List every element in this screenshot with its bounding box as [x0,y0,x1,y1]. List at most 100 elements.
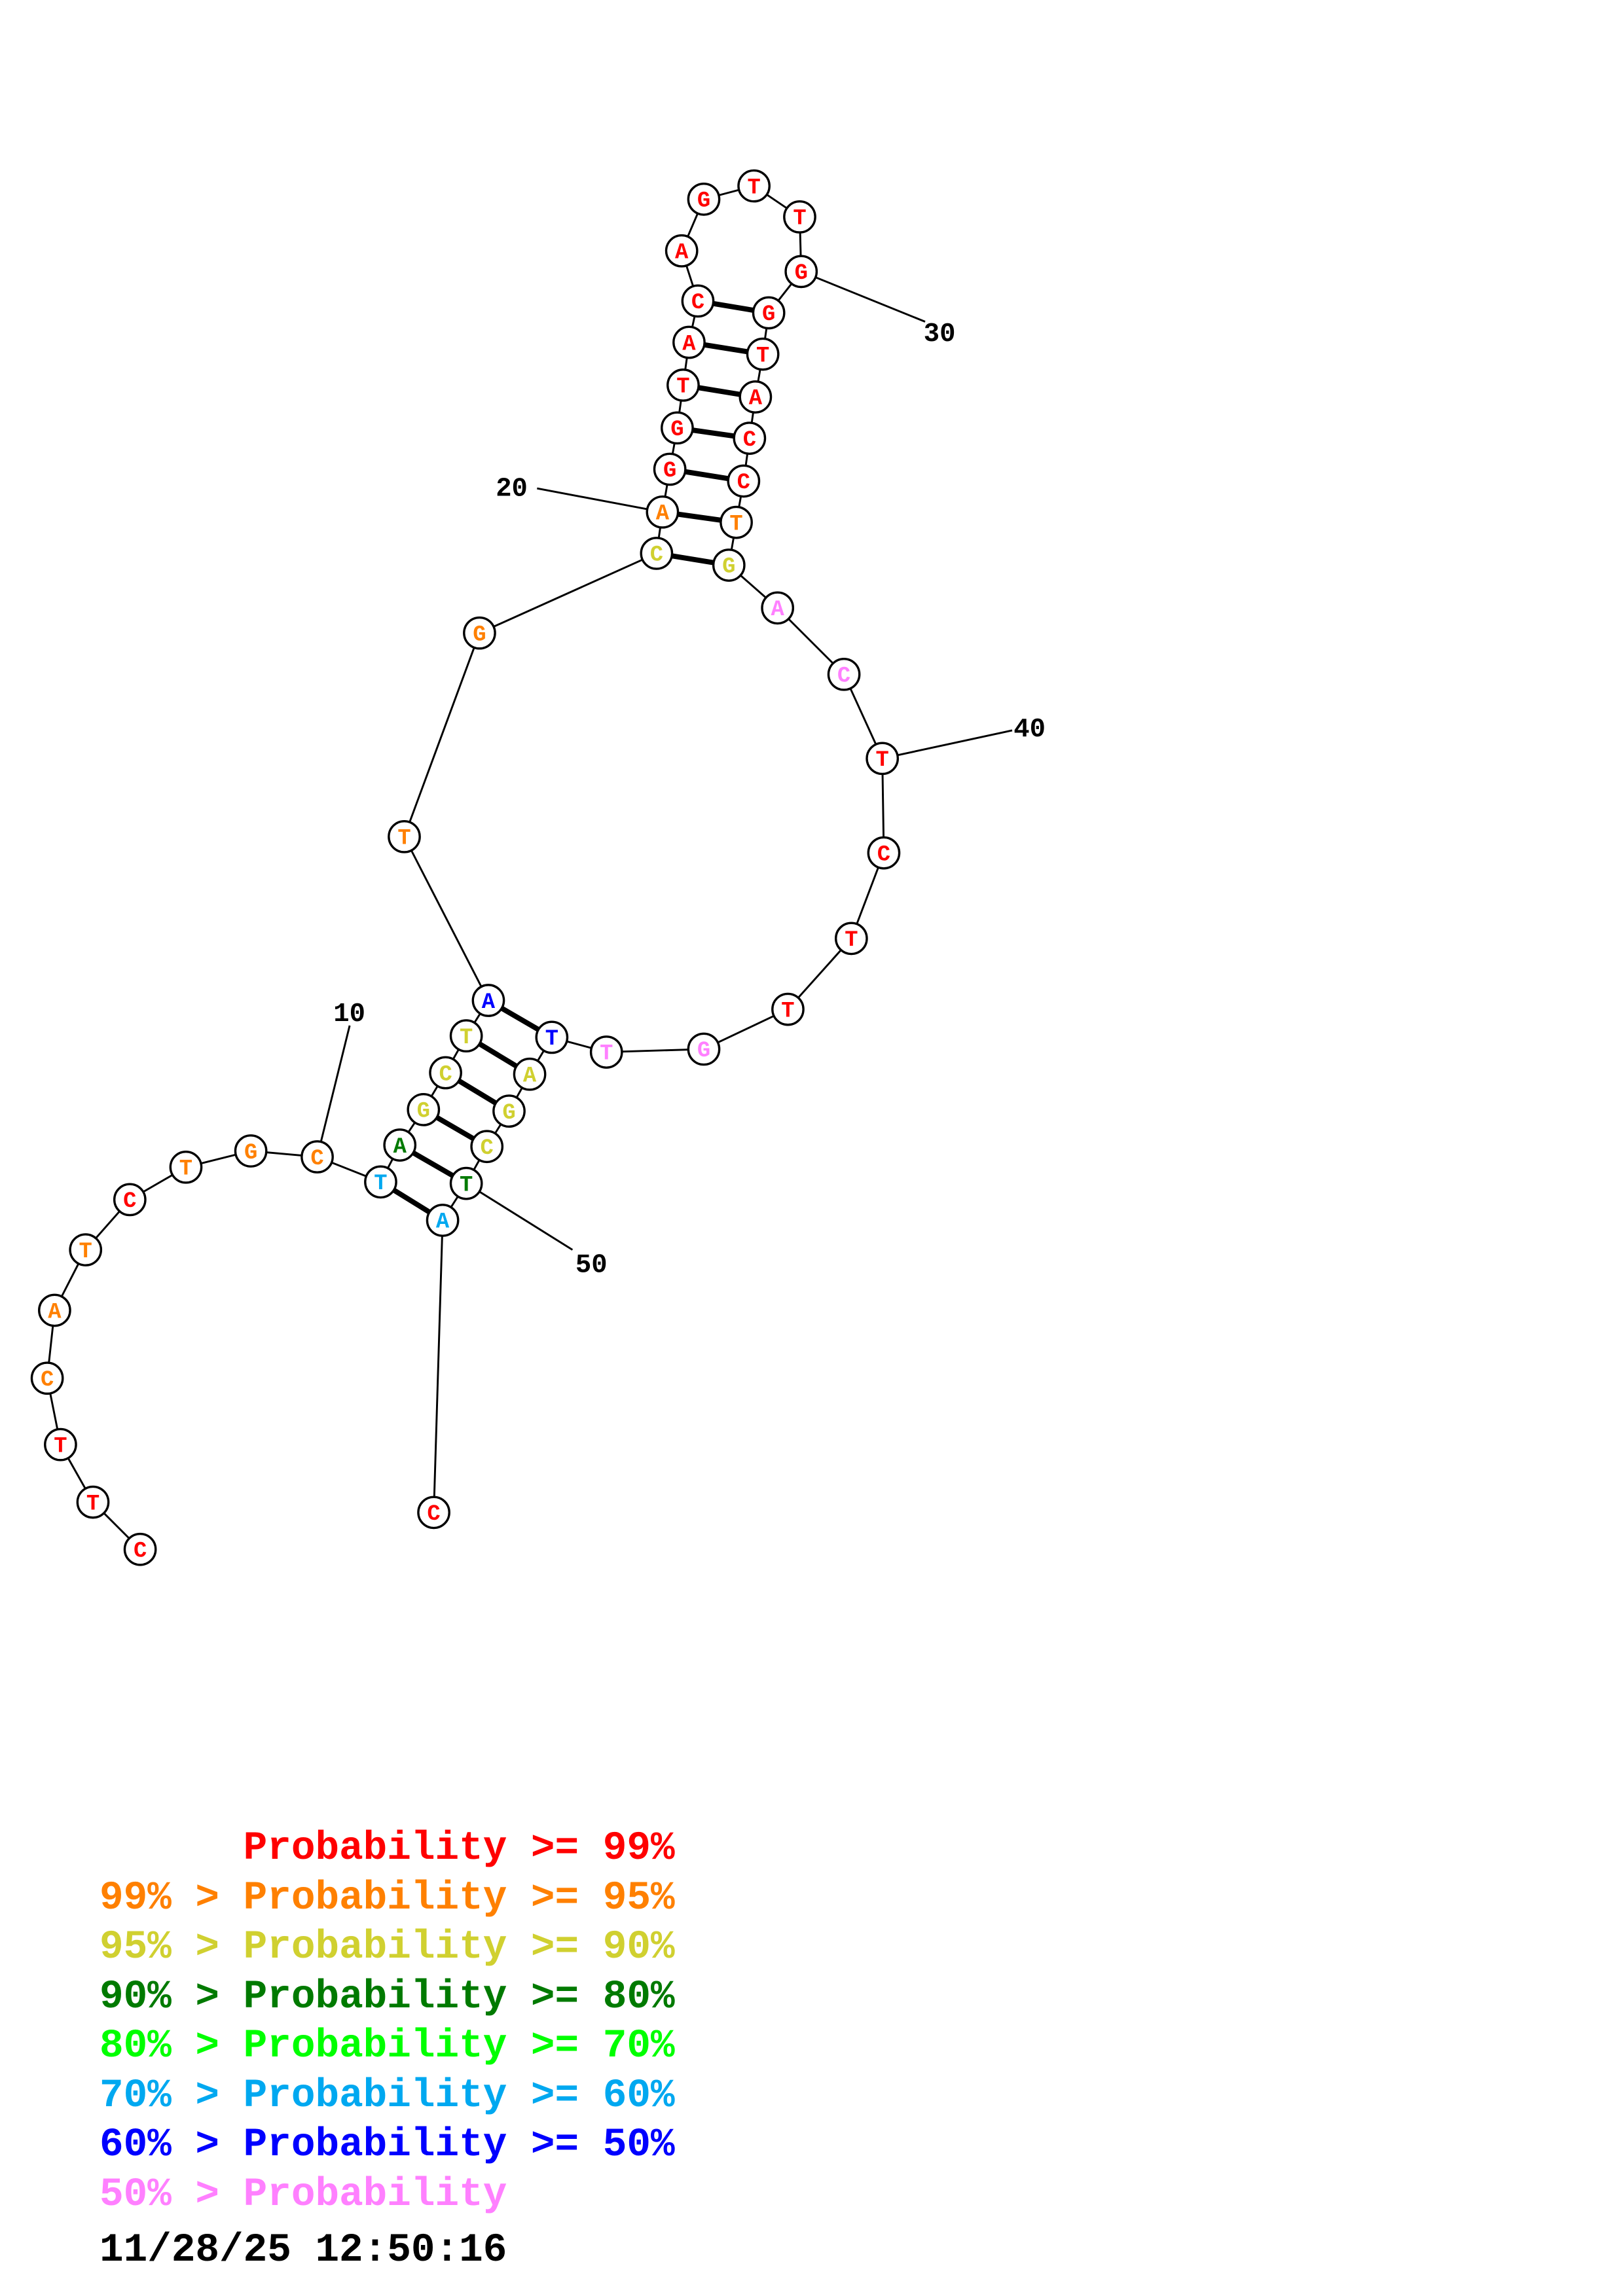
nucleotide-letter: T [729,512,742,537]
position-tick [882,729,1013,760]
nucleotide-circle [535,1020,569,1054]
nucleotide-letter: G [762,302,775,327]
nucleotide-letter: C [743,428,756,453]
nucleotide-circle [752,296,786,330]
nucleotide: A [665,234,699,268]
nucleotide-circle [783,200,816,234]
nucleotide-circle [761,591,795,625]
nucleotide-letter: A [656,502,670,527]
legend-prefix: 95% > [100,1925,244,1970]
nucleotide-circle [666,368,700,402]
nucleotide-letter: T [781,999,794,1024]
nucleotide-letter: T [600,1042,613,1067]
position-label: 10 [333,999,365,1030]
nucleotide-circle [463,616,496,650]
nucleotide-letter: G [697,189,710,214]
backbone-link [479,552,657,634]
nucleotide-letter: A [749,387,763,412]
nucleotide: T [771,992,805,1026]
legend-label: Probability [243,2024,507,2069]
nucleotide-letter: T [460,1026,473,1050]
legend-row: Probability >= 99% [100,1826,675,1871]
nucleotide: G [752,296,786,330]
legend-prefix: 50% > [100,2172,244,2217]
nucleotide-circle [733,422,767,455]
legend-row: 99% > Probability >= 95% [100,1876,675,1921]
nucleotide: A [646,495,680,529]
nucleotide-letter: T [676,375,689,400]
backbone-link [433,1220,444,1513]
nucleotide: C [30,1361,64,1395]
nucleotide-letter: G [502,1101,515,1126]
legend-row: 50% > Probability [100,2172,507,2217]
nucleotide-circle [771,992,805,1026]
nucleotide: A [383,1128,417,1162]
nucleotide: G [712,548,746,582]
nucleotide-letter: C [650,543,663,568]
nucleotide: A [761,591,795,625]
nucleotide: G [407,1093,441,1126]
nucleotide-letter: A [675,241,689,266]
nucleotide-circle [737,169,771,203]
nucleotide-circle [113,1183,147,1217]
legend-suffix: >= 80% [507,1974,675,2020]
nucleotide-letter: C [737,471,750,495]
nucleotide: T [449,1166,483,1200]
nucleotide-letter: T [793,207,806,232]
legend-suffix: >= 70% [507,2024,675,2069]
nucleotide: G [492,1094,526,1128]
legend-label: Probability [243,1974,507,2020]
nucleotide-letter: C [837,664,850,689]
nucleotide: T [388,819,421,853]
nucleotide-letter: A [523,1064,537,1089]
nucleotide: A [739,380,773,414]
nucleotide-circle [383,1128,417,1162]
nucleotide-letter: G [663,459,676,484]
nucleotide-letter: T [756,344,769,368]
nucleotide-letter: T [545,1027,558,1052]
nucleotide: T [449,1019,483,1053]
nucleotide-circle [661,411,694,445]
nucleotide: C [113,1183,147,1217]
nucleotide-letter: T [397,827,410,852]
legend-prefix [100,1826,244,1871]
nucleotide-circle [746,337,780,371]
nucleotide-circle [38,1293,71,1327]
nucleotide: T [535,1020,569,1054]
nucleotide-letter: T [179,1157,192,1182]
nucleotide: C [640,537,674,570]
nucleotide-circle [169,1150,203,1184]
nucleotide: T [720,505,753,539]
legend-suffix: >= 99% [507,1826,675,1871]
nucleotide: G [653,452,687,486]
nucleotide: A [672,325,706,359]
nucleotide: C [417,1496,450,1530]
nucleotide: C [123,1532,157,1566]
position-label: 40 [1013,715,1046,745]
nucleotide-circle [827,657,861,691]
nucleotide-circle [784,255,818,289]
nucleotide-circle [727,464,761,498]
legend-suffix: >= 90% [507,1925,675,1970]
nucleotide-circle [712,548,746,582]
legend-prefix: 80% > [100,2024,244,2069]
legend-prefix: 60% > [100,2123,244,2168]
nucleotide-letter: C [123,1189,136,1214]
nucleotide: T [666,368,700,402]
legend-label: Probability [243,2073,507,2119]
nucleotide-letter: T [845,928,858,953]
nucleotide-letter: A [48,1300,62,1325]
nucleotide-circle [426,1204,460,1237]
nucleotide-circle [687,1032,721,1066]
nucleotide-circle [429,1056,462,1090]
nucleotide-letter: A [482,990,496,1015]
legend-label: Probability [243,1875,507,1921]
nucleotide: G [687,182,721,216]
nucleotide-circle [407,1093,441,1126]
nucleotide-letter: A [682,332,696,357]
nucleotide-circle [449,1166,483,1200]
legend-label: Probability [243,2172,507,2217]
position-tick [801,270,926,323]
nucleotide-circle [470,1130,504,1164]
